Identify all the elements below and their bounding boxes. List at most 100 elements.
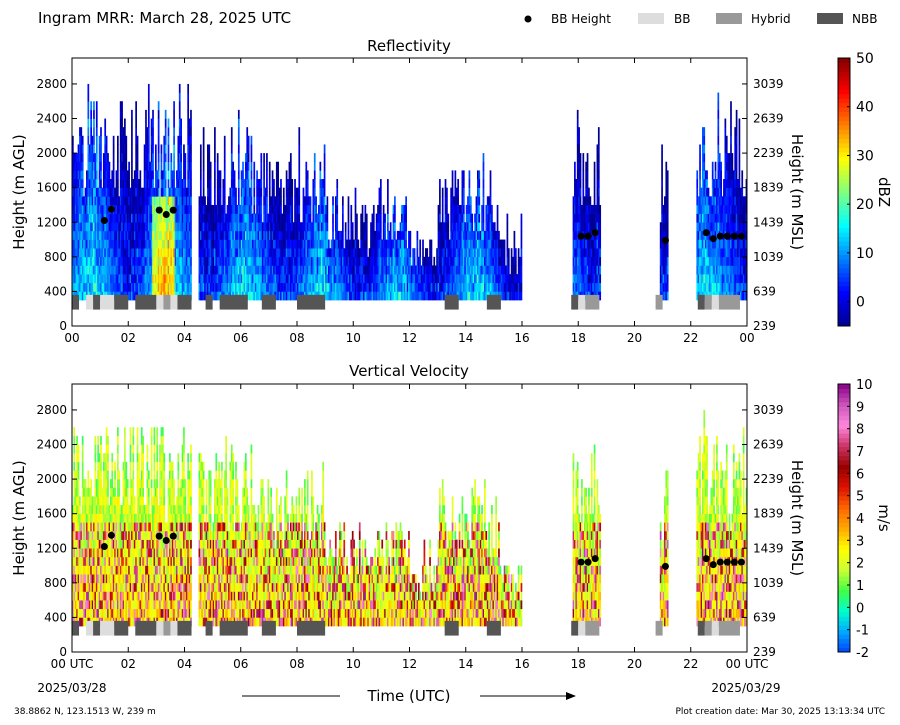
heatmap-cell — [121, 109, 123, 119]
heatmap-cell — [520, 274, 523, 284]
heatmap-cell — [109, 248, 112, 258]
heatmap-cell — [81, 170, 84, 180]
heatmap-cell — [128, 204, 130, 214]
heatmap-cell — [246, 204, 249, 214]
heatmap-cell — [306, 274, 309, 284]
heatmap-cell — [166, 282, 168, 292]
heatmap-cell — [274, 239, 277, 249]
heatmap-cell — [173, 109, 175, 119]
heatmap-cell — [159, 256, 161, 266]
heatmap-cell — [319, 230, 322, 240]
heatmap-cell — [216, 265, 219, 275]
heatmap-cell — [281, 282, 284, 292]
heatmap-cell — [173, 187, 175, 197]
heatmap-cell — [199, 230, 202, 240]
heatmap-cell — [135, 109, 137, 119]
heatmap-cell — [208, 144, 211, 154]
heatmap-cell — [304, 213, 306, 223]
heatmap-cell — [313, 282, 316, 292]
heatmap-cell — [266, 230, 268, 240]
heatmap-cell — [289, 265, 292, 275]
heatmap-cell — [275, 282, 278, 292]
heatmap-cell — [105, 170, 108, 180]
heatmap-cell — [119, 196, 122, 206]
heatmap-cell — [164, 204, 167, 214]
heatmap-cell — [183, 179, 185, 188]
heatmap-cell — [83, 230, 85, 240]
heatmap-cell — [247, 161, 250, 171]
heatmap-cell — [426, 248, 429, 258]
heatmap-cell — [73, 187, 76, 197]
heatmap-cell — [244, 204, 247, 214]
heatmap-cell — [202, 230, 205, 240]
heatmap-cell — [599, 222, 602, 232]
heatmap-cell — [79, 274, 81, 284]
heatmap-cell — [178, 92, 181, 102]
heatmap-cell — [95, 248, 98, 258]
heatmap-cell — [579, 161, 582, 171]
heatmap-cell — [247, 282, 250, 292]
heatmap-cell — [270, 213, 272, 223]
heatmap-cell — [318, 230, 320, 240]
heatmap-cell — [102, 196, 105, 206]
heatmap-cell — [221, 274, 223, 284]
heatmap-cell — [316, 282, 319, 292]
heatmap-cell — [187, 196, 190, 206]
heatmap-cell — [235, 265, 237, 275]
heatmap-cell — [129, 248, 132, 258]
heatmap-cell — [209, 230, 212, 240]
heatmap-cell — [150, 256, 153, 266]
heatmap-cell — [143, 222, 146, 232]
heatmap-cell — [133, 265, 136, 275]
heatmap-cell — [342, 256, 344, 266]
heatmap-cell — [138, 196, 140, 206]
heatmap-cell — [142, 187, 145, 197]
heatmap-cell — [132, 222, 135, 232]
heatmap-cell — [159, 274, 161, 284]
heatmap-cell — [520, 230, 523, 240]
heatmap-cell — [308, 265, 310, 275]
heatmap-cell — [128, 196, 130, 206]
heatmap-cell — [266, 179, 268, 188]
heatmap-cell — [156, 282, 159, 292]
heatmap-cell — [319, 256, 322, 266]
heatmap-cell — [593, 187, 596, 197]
heatmap-cell — [257, 291, 260, 301]
heatmap-cell — [176, 204, 178, 214]
heatmap-cell — [229, 248, 232, 258]
heatmap-cell — [482, 170, 485, 180]
heatmap-cell — [266, 248, 268, 258]
heatmap-cell — [135, 239, 137, 249]
heatmap-cell — [72, 256, 74, 266]
heatmap-cell — [176, 256, 178, 266]
heatmap-cell — [273, 274, 275, 284]
heatmap-cell — [517, 248, 520, 258]
heatmap-cell — [268, 239, 271, 249]
heatmap-cell — [170, 161, 173, 171]
heatmap-cell — [340, 265, 343, 275]
heatmap-cell — [154, 196, 157, 206]
heatmap-cell — [107, 161, 109, 171]
heatmap-cell — [226, 230, 229, 240]
heatmap-cell — [289, 179, 292, 188]
heatmap-cell — [88, 179, 91, 188]
heatmap-cell — [273, 187, 275, 197]
heatmap-cell — [131, 282, 133, 292]
heatmap-cell — [344, 265, 347, 275]
heatmap-cell — [439, 213, 441, 223]
heatmap-cell — [80, 153, 83, 163]
heatmap-cell — [332, 265, 334, 275]
heatmap-cell — [446, 196, 448, 206]
heatmap-cell — [215, 256, 218, 266]
heatmap-cell — [292, 274, 295, 284]
heatmap-cell — [319, 187, 322, 197]
heatmap-cell — [268, 179, 271, 188]
heatmap-cell — [121, 187, 123, 197]
heatmap-cell — [270, 274, 272, 284]
heatmap-cell — [394, 204, 396, 214]
heatmap-cell — [145, 109, 147, 119]
heatmap-cell — [246, 274, 249, 284]
heatmap-cell — [72, 135, 74, 145]
heatmap-cell — [208, 153, 211, 163]
heatmap-cell — [121, 256, 123, 266]
